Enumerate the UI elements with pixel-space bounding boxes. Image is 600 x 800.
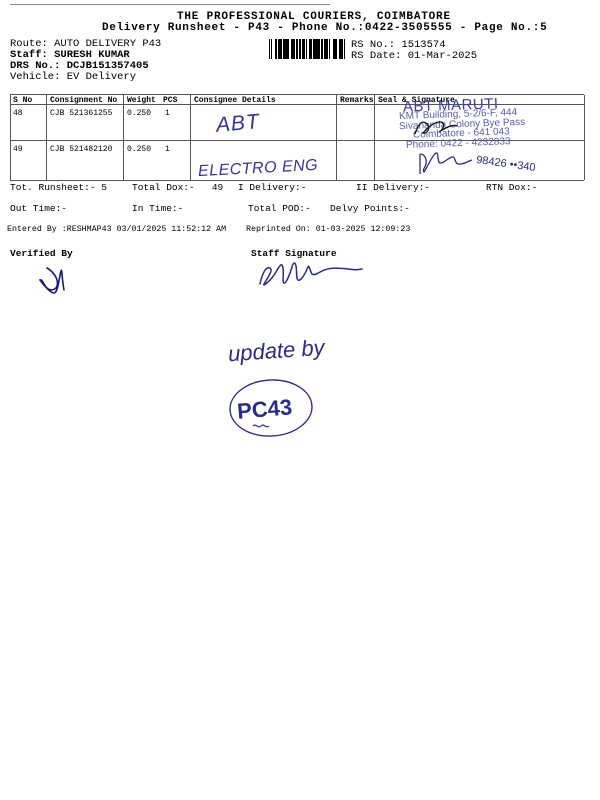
svg-text:PC43: PC43	[236, 394, 293, 424]
